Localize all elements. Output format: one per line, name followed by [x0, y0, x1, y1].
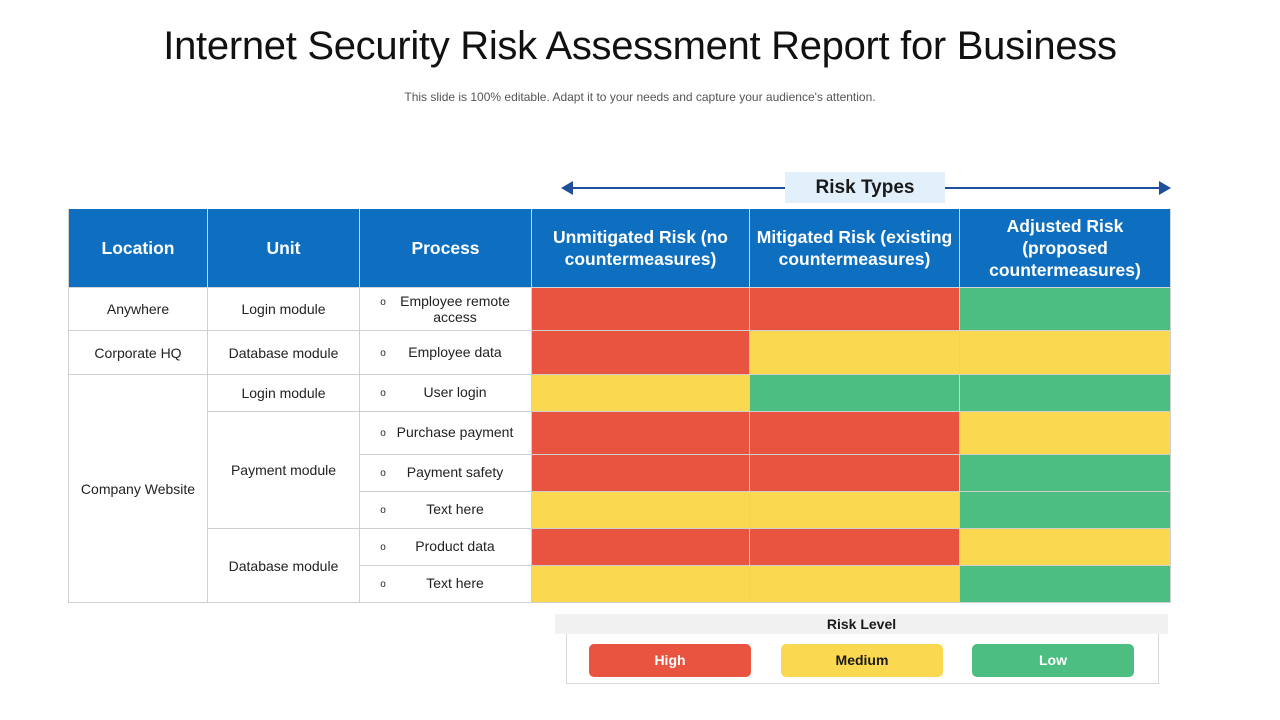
- risk-cell-adjusted: [959, 330, 1171, 375]
- bullet-icon: o: [380, 297, 386, 308]
- bullet-icon: o: [380, 388, 386, 399]
- risk-cell-unmitigated: [531, 287, 750, 331]
- page-title: Internet Security Risk Assessment Report…: [163, 24, 1117, 68]
- process-cell: o Payment safety: [359, 454, 532, 492]
- risk-cell-adjusted: [959, 565, 1171, 603]
- unit-cell: Payment module: [207, 411, 360, 529]
- risk-cell-unmitigated: [531, 454, 750, 492]
- column-header-location: Location: [68, 209, 208, 288]
- risk-types-arrow: Risk Types: [561, 172, 1171, 203]
- risk-cell-unmitigated: [531, 528, 750, 566]
- table-header-row: Location Unit Process Unmitigated Risk (…: [68, 209, 1171, 288]
- risk-cell-unmitigated: [531, 491, 750, 529]
- process-cell: o Product data: [359, 528, 532, 566]
- risk-cell-mitigated: [749, 491, 960, 529]
- unit-cell: Database module: [207, 528, 360, 603]
- page-subtitle: This slide is 100% editable. Adapt it to…: [404, 90, 876, 104]
- legend-medium: Medium: [781, 644, 943, 677]
- column-header-mitigated-risk: Mitigated Risk (existing countermeasures…: [749, 209, 960, 288]
- table-row: o Text here: [69, 565, 1171, 603]
- bullet-icon: o: [380, 347, 386, 359]
- process-cell: o Purchase payment: [359, 411, 532, 455]
- risk-cell-mitigated: [749, 374, 960, 412]
- risk-cell-mitigated: [749, 330, 960, 375]
- process-label: User login: [423, 384, 487, 400]
- unit-cell: Login module: [207, 374, 360, 412]
- process-label: Employee data: [408, 343, 502, 360]
- risk-cell-mitigated: [749, 565, 960, 603]
- process-cell: o Text here: [359, 565, 532, 603]
- risk-level-legend: High Medium Low: [566, 634, 1159, 684]
- risk-cell-unmitigated: [531, 565, 750, 603]
- process-label: Employee remote access: [400, 293, 510, 325]
- process-label: Text here: [426, 575, 484, 591]
- process-cell: o Employee remote access: [359, 287, 532, 331]
- risk-cell-unmitigated: [531, 374, 750, 412]
- table-row: Payment module o Purchase payment: [69, 411, 1171, 529]
- risk-types-label: Risk Types: [785, 172, 945, 203]
- table-row: Anywhere Login module o Employee remote a…: [68, 287, 1171, 331]
- bullet-icon: o: [380, 468, 386, 479]
- table-row: o Payment safety: [69, 454, 1171, 492]
- process-cell: o Employee data: [359, 330, 532, 375]
- process-label: Text here: [426, 501, 484, 517]
- unit-cell: Database module: [207, 330, 360, 375]
- risk-cell-adjusted: [959, 454, 1171, 492]
- bullet-icon: o: [380, 542, 386, 553]
- risk-cell-adjusted: [959, 411, 1171, 455]
- risk-cell-unmitigated: [531, 330, 750, 375]
- risk-cell-mitigated: [749, 528, 960, 566]
- arrow-right-icon: [1159, 181, 1171, 195]
- table-row: Corporate HQ Database module o Employee d…: [68, 330, 1171, 375]
- process-cell: o User login: [359, 374, 532, 412]
- table-row: Company Website Login module o User login: [68, 374, 1171, 603]
- risk-cell-unmitigated: [531, 411, 750, 455]
- risk-cell-adjusted: [959, 287, 1171, 331]
- risk-cell-mitigated: [749, 454, 960, 492]
- arrow-left-icon: [561, 181, 573, 195]
- bullet-icon: o: [380, 505, 386, 516]
- process-cell: o Text here: [359, 491, 532, 529]
- column-header-unit: Unit: [207, 209, 360, 288]
- location-cell: Corporate HQ: [68, 330, 208, 375]
- risk-cell-mitigated: [749, 287, 960, 331]
- location-cell: Company Website: [68, 374, 208, 603]
- process-label: Product data: [415, 538, 495, 554]
- location-cell: Anywhere: [68, 287, 208, 331]
- legend-high: High: [589, 644, 751, 677]
- column-header-unmitigated-risk: Unmitigated Risk (no countermeasures): [531, 209, 750, 288]
- process-label: Purchase payment: [396, 424, 514, 440]
- legend-low: Low: [972, 644, 1134, 677]
- bullet-icon: o: [380, 428, 386, 439]
- table-row: Database module o Product data: [69, 528, 1171, 603]
- risk-cell-adjusted: [959, 374, 1171, 412]
- unit-cell: Login module: [207, 287, 360, 331]
- risk-assessment-table: Location Unit Process Unmitigated Risk (…: [68, 209, 1171, 603]
- risk-cell-adjusted: [959, 491, 1171, 529]
- risk-cell-adjusted: [959, 528, 1171, 566]
- process-label: Payment safety: [406, 464, 504, 480]
- bullet-icon: o: [380, 579, 386, 590]
- column-header-adjusted-risk: Adjusted Risk (proposed countermeasures): [959, 209, 1171, 288]
- risk-cell-mitigated: [749, 411, 960, 455]
- legend-title: Risk Level: [555, 614, 1168, 634]
- column-header-process: Process: [359, 209, 532, 288]
